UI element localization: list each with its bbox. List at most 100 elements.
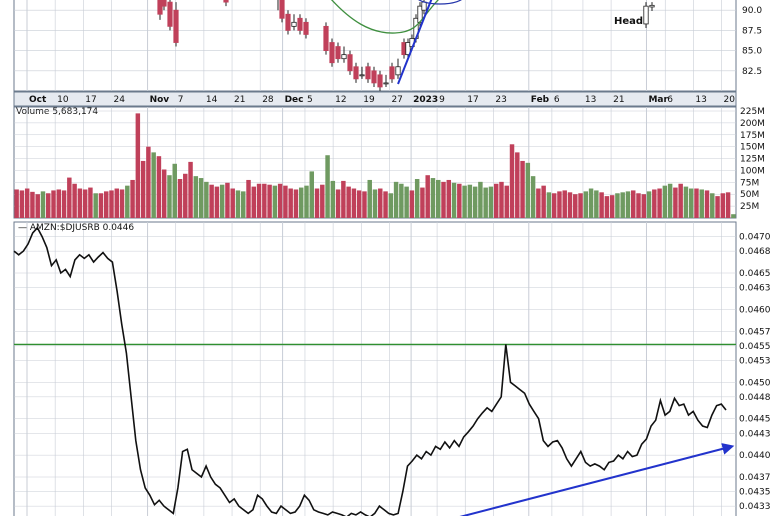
volume-bar [82,189,88,218]
volume-bar [520,160,525,218]
date-tick-label: 5 [307,95,313,105]
ratio-tick-label: 0.0440 [739,451,771,461]
volume-bar [694,188,699,218]
volume-bar [652,189,657,218]
volume-bar [594,190,599,218]
candle-body [223,0,229,3]
volume-bar [688,188,694,218]
volume-bar [109,190,114,218]
candle-body [421,1,427,11]
volume-bar [609,195,615,218]
date-tick-label: 19 [363,95,375,105]
candle-body [323,25,329,52]
volume-bar [567,192,573,218]
volume-bar [335,189,341,218]
date-tick-label: 28 [262,95,274,105]
volume-bar [267,184,272,218]
volume-bar [515,152,520,218]
volume-bar [436,179,441,218]
volume-bar [451,182,457,218]
volume-bar [272,185,278,218]
date-tick-label: Feb [531,95,550,105]
date-tick-label: 13 [695,95,706,105]
ratio-tick-label: 0.0455 [739,342,771,352]
volume-bar [731,214,736,218]
volume-bar [130,179,135,218]
candle-body [341,54,347,60]
candle-body [335,46,341,60]
volume-bar [341,180,346,218]
volume-bar [430,178,436,218]
volume-bar [578,193,583,218]
volume-tick-label: 100M [740,166,765,176]
volume-bar [235,190,241,218]
volume-bar [472,186,478,218]
candle-body [279,0,285,19]
candle-body [167,1,173,27]
volume-bar [167,175,172,218]
volume-bar [536,188,541,218]
date-tick-label: 27 [391,95,402,105]
date-tick-label: 7 [178,95,184,105]
volume-bar [325,155,330,218]
volume-bar [103,191,109,218]
volume-bar [409,190,415,218]
volume-bar [493,183,499,218]
volume-bar [40,191,46,218]
candle-body [649,4,655,8]
candle-body [383,82,389,85]
volume-bar [61,190,67,218]
price-trendline [397,0,433,85]
volume-tick-label: 125M [740,155,765,165]
candle-body [371,70,377,84]
ratio-panel-frame [13,221,737,516]
volume-bar [646,191,652,218]
volume-bar [720,193,726,218]
volume-bar [209,184,214,218]
volume-bar [667,183,673,218]
volume-bar [704,190,710,218]
date-tick-label: Nov [150,95,170,105]
volume-tick-label: 50M [740,190,759,200]
date-tick-label: 9 [439,95,445,105]
candle-body [161,0,167,7]
volume-bar [188,161,193,218]
candle-body [365,66,371,80]
volume-bar [725,192,731,218]
candle-body [347,54,353,72]
ratio-tick-label: 0.0463 [739,284,771,294]
volume-bar [478,181,483,218]
volume-bar [372,189,378,218]
volume-bar [483,187,488,218]
volume-bar [425,175,430,218]
candle-body [303,21,309,35]
volume-bar [320,184,325,218]
volume-bar [467,184,473,218]
candle-body [389,66,395,80]
candle-body [173,9,179,43]
volume-bar [604,196,610,218]
ratio-tick-label: 0.0433 [739,502,771,512]
volume-bar [46,193,51,218]
date-tick-label: 12 [335,95,346,105]
volume-bar [193,176,199,218]
volume-bar [351,188,357,218]
date-tick-label: 6 [554,95,560,105]
volume-bar [172,163,177,218]
volume-bar [399,183,404,218]
ratio-tick-label: 0.0465 [739,269,771,279]
candle-body [329,42,335,64]
volume-bar [620,192,625,218]
volume-bar [509,144,515,218]
ratio-tick-label: 0.0450 [739,378,771,388]
price-tick-label: 90.0 [742,6,762,16]
volume-bar [277,183,283,218]
volume-bar [683,186,689,218]
date-tick-label: 14 [206,95,218,105]
volume-bar [314,188,320,218]
volume-bar [30,191,35,218]
volume-bar [241,191,246,218]
volume-bar [546,192,552,218]
volume-bar [330,180,336,218]
volume-bar [488,186,494,218]
